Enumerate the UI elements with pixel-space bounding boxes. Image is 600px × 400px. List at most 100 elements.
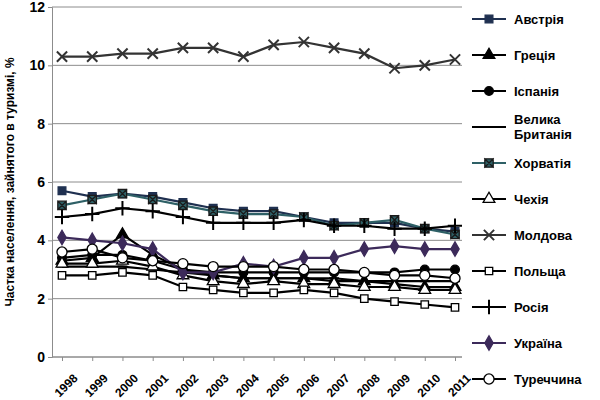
- marker: [237, 277, 249, 287]
- marker: [208, 43, 218, 53]
- marker: [390, 239, 398, 253]
- tick-mark: [243, 357, 244, 361]
- marker: [239, 256, 247, 270]
- marker: [206, 216, 220, 230]
- legend-label: Греція: [514, 48, 555, 63]
- legend-item: Чехія: [472, 192, 549, 207]
- legend-label: Іспанія: [514, 84, 559, 99]
- marker: [299, 264, 309, 274]
- marker: [86, 257, 98, 267]
- marker: [178, 43, 188, 53]
- marker: [420, 270, 430, 280]
- legend-marker: [485, 267, 492, 274]
- marker: [297, 213, 311, 227]
- tick: 2002: [173, 357, 202, 400]
- legend-label: Чехія: [514, 192, 549, 207]
- tick-label: 8: [37, 116, 45, 132]
- marker: [421, 242, 429, 256]
- tick-label: 2008: [354, 371, 383, 400]
- tick: 2011: [445, 357, 474, 399]
- marker: [149, 242, 157, 256]
- tick-mark: [48, 7, 52, 8]
- tick: 4: [37, 232, 52, 248]
- grid: [52, 7, 462, 357]
- marker: [85, 207, 99, 221]
- series: [58, 187, 459, 236]
- legend-marker: [485, 87, 494, 96]
- legend-item: Туреччина: [472, 372, 582, 387]
- marker: [58, 272, 65, 279]
- tick-mark: [425, 357, 426, 361]
- tick-label: 2002: [173, 371, 202, 400]
- marker: [178, 201, 187, 210]
- legend-marker: [484, 126, 494, 128]
- marker: [149, 272, 156, 279]
- tick-label: 4: [37, 232, 45, 248]
- legend-label: Польща: [514, 264, 566, 279]
- tick: 12: [29, 0, 52, 15]
- legend-label: Росія: [514, 300, 549, 315]
- line: [62, 235, 455, 288]
- marker: [300, 286, 307, 293]
- marker: [269, 40, 279, 50]
- legend-item: Іспанія: [472, 84, 559, 99]
- grid-line: [52, 7, 462, 8]
- marker: [327, 219, 341, 233]
- tick-mark: [334, 357, 335, 361]
- y-axis: 024681012: [29, 0, 52, 365]
- x-axis: 1998199920002001200220032004200520062007…: [52, 357, 474, 400]
- marker: [449, 283, 461, 293]
- marker: [420, 60, 430, 70]
- tick: 2007: [324, 357, 353, 400]
- tick-mark: [274, 357, 275, 361]
- axis-line: [52, 357, 462, 358]
- marker: [270, 289, 277, 296]
- legend-item: Україна: [472, 336, 563, 351]
- legend-item: Греція: [472, 48, 555, 63]
- marker: [208, 206, 217, 215]
- tick-label: 2: [37, 291, 45, 307]
- legend-item: Австрія: [472, 12, 564, 27]
- tick: 10: [29, 57, 52, 73]
- tick-label: 12: [29, 0, 45, 15]
- tick: 2: [37, 291, 52, 307]
- marker: [451, 242, 459, 256]
- series: [56, 228, 461, 291]
- tick: 2001: [142, 357, 171, 400]
- tick: 2010: [415, 357, 444, 400]
- marker: [176, 210, 190, 224]
- tick: 2008: [354, 357, 383, 400]
- marker: [57, 201, 66, 210]
- marker: [419, 283, 431, 293]
- marker: [148, 256, 158, 266]
- marker: [209, 286, 216, 293]
- marker: [55, 210, 69, 224]
- marker: [118, 189, 127, 198]
- marker: [58, 187, 66, 195]
- marker: [238, 51, 248, 61]
- line: [62, 42, 455, 68]
- marker: [359, 49, 369, 59]
- tick-mark: [395, 357, 396, 361]
- tick-label: 2000: [112, 371, 141, 400]
- tick-mark: [183, 357, 184, 361]
- marker: [179, 283, 186, 290]
- marker: [57, 51, 67, 61]
- marker: [389, 280, 401, 290]
- tick-label: 10: [29, 57, 45, 73]
- series: [57, 244, 460, 283]
- tick-mark: [213, 357, 214, 361]
- marker: [119, 269, 126, 276]
- marker: [148, 195, 157, 204]
- tick: 1998: [52, 357, 81, 400]
- legend-marker: [482, 300, 496, 314]
- marker: [328, 277, 340, 287]
- marker: [145, 204, 159, 218]
- tick: 2000: [112, 357, 141, 400]
- tick-mark: [364, 357, 365, 361]
- legend-marker: [484, 374, 494, 384]
- marker: [115, 201, 129, 215]
- tick-label: 2003: [203, 371, 232, 400]
- legend-label: Туреччина: [514, 372, 582, 387]
- tick-mark: [48, 124, 52, 125]
